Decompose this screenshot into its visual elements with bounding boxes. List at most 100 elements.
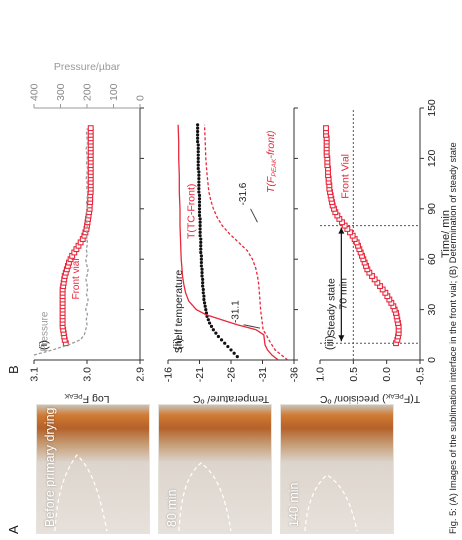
data-point bbox=[199, 240, 203, 244]
data-point bbox=[196, 166, 200, 171]
interface-outline bbox=[54, 454, 108, 532]
x-tick-label: 120 bbox=[426, 149, 438, 167]
data-point bbox=[200, 267, 204, 271]
data-point bbox=[196, 136, 200, 140]
data-point bbox=[196, 143, 200, 147]
data-point bbox=[211, 328, 215, 332]
data-point bbox=[197, 203, 202, 208]
y2-tick-label: 100 bbox=[108, 83, 120, 101]
series-front-vial bbox=[59, 125, 94, 347]
y2-tick-label: 300 bbox=[55, 83, 67, 101]
data-point bbox=[198, 227, 202, 231]
series-t-f-peak-front- bbox=[203, 124, 289, 361]
y-axis-label: Log FPEAK bbox=[64, 392, 109, 405]
data-point bbox=[197, 193, 202, 197]
data-point bbox=[198, 224, 202, 228]
data-point bbox=[200, 274, 204, 278]
x-axis-label: Time/ min bbox=[440, 210, 452, 258]
y-tick-label: -16 bbox=[163, 367, 175, 382]
data-point bbox=[202, 294, 206, 298]
data-point bbox=[198, 220, 202, 224]
data-point bbox=[219, 338, 224, 342]
data-point bbox=[223, 341, 227, 345]
arrow-head bbox=[338, 227, 345, 234]
panel-b-label: B bbox=[6, 365, 21, 374]
data-point bbox=[196, 153, 200, 157]
data-point bbox=[201, 287, 205, 292]
y-tick-label: -26 bbox=[226, 367, 238, 382]
data-point bbox=[197, 173, 201, 177]
data-point bbox=[197, 170, 201, 174]
y-tick-label: 3.0 bbox=[82, 367, 94, 382]
arrow-head bbox=[338, 335, 345, 342]
data-point bbox=[202, 297, 206, 302]
y-tick-label: 1.0 bbox=[315, 367, 327, 382]
x-tick-label: 60 bbox=[426, 253, 438, 265]
data-point bbox=[199, 254, 203, 258]
annotation-tc-front: T(TC-Front) bbox=[185, 184, 197, 239]
data-point bbox=[197, 197, 202, 201]
y-tick-label: -31 bbox=[257, 367, 269, 382]
vial-photo-80min: 80 min bbox=[158, 404, 272, 534]
series-line bbox=[33, 128, 89, 356]
y-tick-label: 0.5 bbox=[348, 367, 360, 382]
data-point bbox=[201, 284, 205, 288]
data-point bbox=[199, 257, 203, 261]
data-point bbox=[196, 156, 200, 160]
y2-axis-label: Pressure/µbar bbox=[54, 61, 121, 73]
data-point bbox=[196, 163, 200, 167]
x-tick-label: 0 bbox=[426, 357, 438, 363]
data-point bbox=[196, 123, 200, 127]
data-point bbox=[209, 324, 214, 328]
data-point bbox=[207, 321, 212, 325]
data-point bbox=[202, 301, 207, 305]
y-axis-label: Temperature/ ºC bbox=[192, 393, 269, 405]
data-point bbox=[196, 129, 200, 134]
data-point bbox=[229, 348, 233, 352]
leader-line bbox=[243, 324, 261, 329]
chart-panel-tag: (ii) bbox=[172, 338, 184, 350]
data-point bbox=[198, 234, 202, 238]
data-point bbox=[196, 133, 200, 137]
annotation-front-vial: Front vial bbox=[71, 258, 82, 299]
y-tick-label: -0.5 bbox=[415, 367, 427, 385]
chart-panel-tag: (iii) bbox=[324, 335, 336, 350]
data-point bbox=[197, 176, 201, 181]
data-point bbox=[198, 217, 202, 221]
data-point bbox=[199, 237, 203, 241]
interface-outline bbox=[178, 462, 232, 532]
data-point bbox=[196, 160, 200, 164]
data-point bbox=[197, 187, 201, 191]
data-point bbox=[199, 244, 203, 248]
data-point bbox=[196, 140, 200, 144]
data-point bbox=[87, 125, 94, 132]
data-point bbox=[196, 150, 200, 154]
series-front-vial bbox=[323, 125, 402, 347]
y-tick-label: 2.9 bbox=[135, 367, 147, 382]
series-t-tc-front- bbox=[177, 124, 279, 361]
data-point bbox=[201, 291, 205, 295]
data-point bbox=[201, 281, 205, 285]
annotation-shelf-temperature: Shelf temperature bbox=[173, 270, 185, 354]
data-point bbox=[204, 308, 208, 312]
data-point bbox=[200, 271, 204, 275]
figure-caption: Fig. 5: (A) Images of the sublimation in… bbox=[448, 142, 458, 534]
vial-photo-140min: 140 min bbox=[280, 404, 394, 534]
data-point bbox=[196, 146, 200, 150]
data-point bbox=[214, 331, 218, 335]
series-shelf-temperature bbox=[196, 123, 239, 359]
data-point bbox=[197, 213, 202, 218]
vial-photo-before: Before primary drying bbox=[36, 404, 150, 534]
annotation-steady-state: Steady state bbox=[326, 278, 338, 337]
data-point bbox=[199, 250, 203, 255]
data-point bbox=[197, 180, 201, 184]
data-point bbox=[197, 200, 202, 204]
interface-outline bbox=[304, 474, 358, 532]
annotation-pressure: Pressure bbox=[39, 311, 50, 351]
y-tick-label: 3.1 bbox=[29, 367, 41, 382]
data-point bbox=[203, 304, 207, 308]
y-tick-label: 0.0 bbox=[381, 367, 393, 382]
y2-tick-label: 0 bbox=[135, 95, 147, 101]
data-point bbox=[323, 125, 329, 132]
